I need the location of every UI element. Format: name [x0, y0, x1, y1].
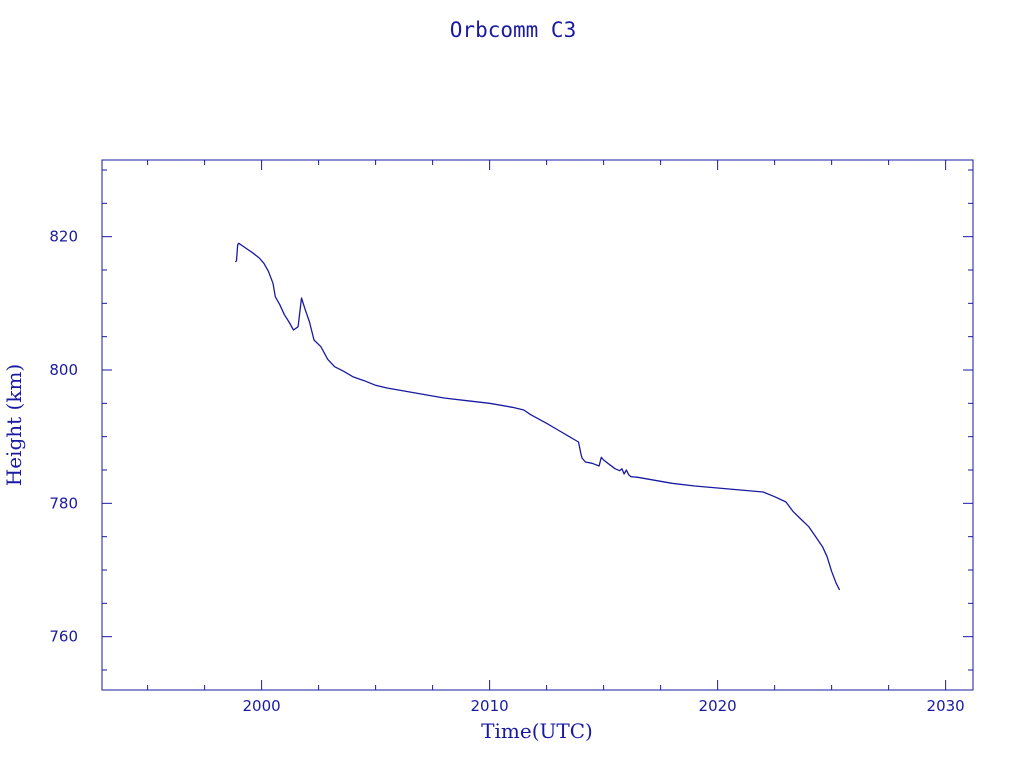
y-tick-label: 800 — [49, 361, 78, 379]
y-tick-label: 820 — [49, 228, 78, 246]
tick-marks — [102, 160, 973, 690]
x-tick-label: 2000 — [243, 697, 281, 715]
chart-title: Orbcomm C3 — [450, 18, 576, 42]
x-axis-label: Time(UTC) — [481, 719, 593, 743]
x-tick-label: 2020 — [699, 697, 737, 715]
orbit-height-line — [234, 242, 841, 591]
x-tick-label: 2010 — [471, 697, 509, 715]
y-tick-label: 760 — [49, 628, 78, 646]
tick-labels: 2000 2010 2020 2030 760 780 800 820 — [49, 228, 964, 715]
y-axis-label: Height (km) — [2, 364, 26, 486]
y-tick-label: 780 — [49, 494, 78, 512]
x-tick-label: 2030 — [927, 697, 965, 715]
plot-frame — [101, 159, 974, 691]
